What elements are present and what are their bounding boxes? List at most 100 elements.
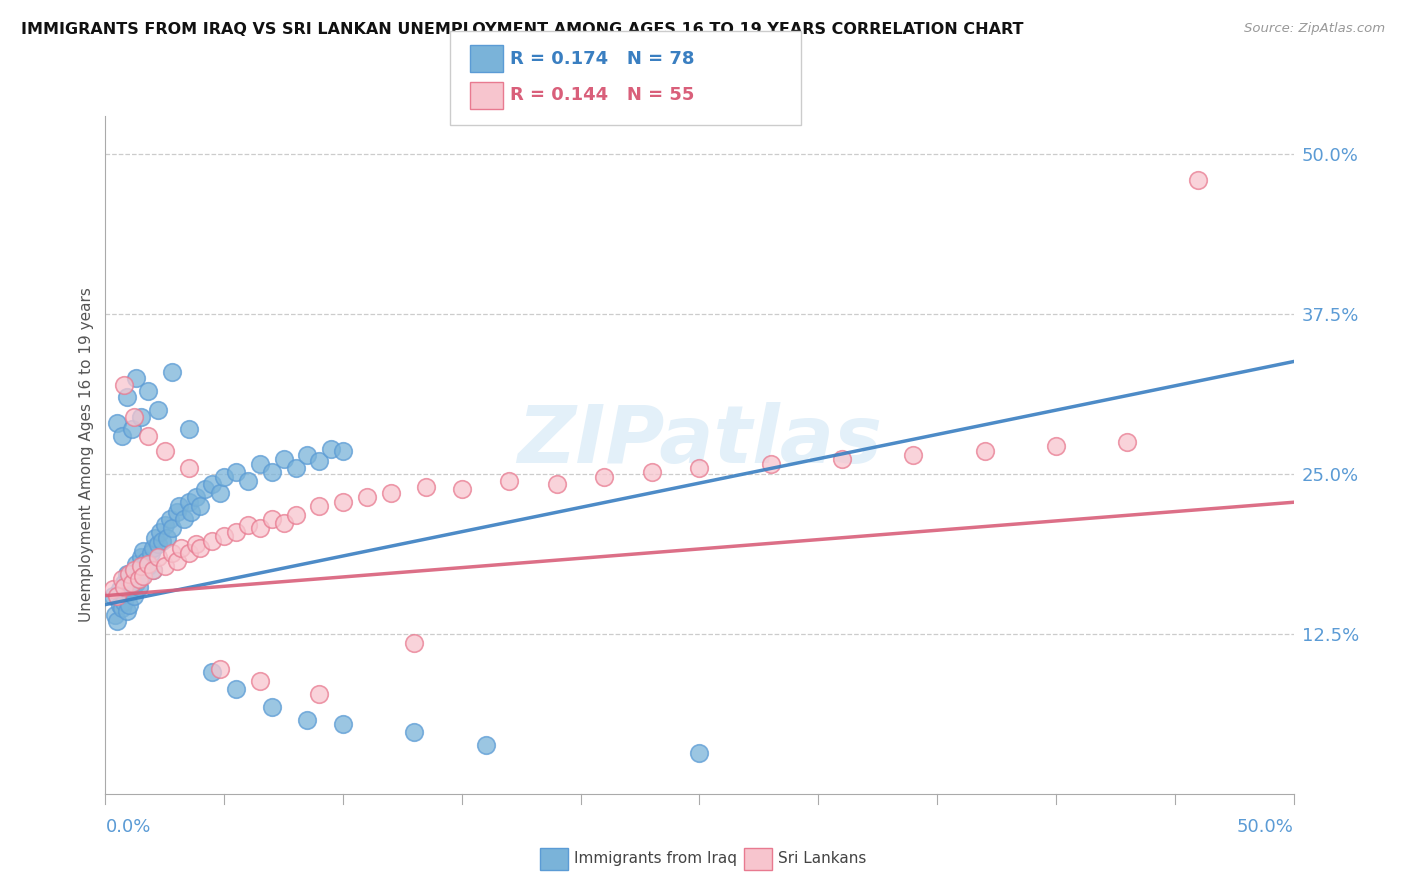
Point [153, 444, 176, 458]
Point [153, 518, 176, 533]
Point [450, 483, 472, 497]
Text: 0.0%: 0.0% [105, 818, 150, 836]
Point [321, 442, 343, 456]
Point [177, 460, 200, 475]
Point [166, 554, 188, 568]
Point [159, 512, 181, 526]
Point [332, 716, 354, 731]
Text: Immigrants from Iraq: Immigrants from Iraq [574, 851, 737, 865]
Text: Source: ZipAtlas.com: Source: ZipAtlas.com [1244, 22, 1385, 36]
Point [973, 444, 995, 458]
Point [125, 371, 148, 385]
Point [689, 746, 711, 760]
Point [170, 541, 193, 556]
Point [190, 499, 212, 513]
Point [593, 469, 616, 483]
Point [297, 713, 319, 727]
Point [260, 465, 283, 479]
Text: ZIPatlas: ZIPatlas [517, 402, 882, 481]
Point [177, 422, 200, 436]
Point [129, 550, 152, 565]
Point [111, 584, 134, 599]
Point [128, 580, 150, 594]
Point [225, 524, 247, 539]
Point [111, 428, 134, 442]
Point [641, 465, 664, 479]
Point [173, 512, 195, 526]
Point [105, 416, 128, 430]
Point [194, 483, 217, 497]
Point [146, 403, 169, 417]
Point [118, 584, 141, 599]
Point [114, 377, 136, 392]
Point [153, 559, 176, 574]
Point [101, 582, 124, 597]
Point [160, 546, 183, 560]
Point [132, 563, 155, 577]
Point [143, 531, 166, 545]
Point [114, 580, 136, 594]
Point [104, 607, 127, 622]
Point [108, 582, 131, 597]
Point [122, 563, 145, 577]
Point [129, 409, 152, 424]
Point [415, 480, 437, 494]
Point [139, 546, 162, 560]
Point [225, 465, 247, 479]
Point [546, 477, 568, 491]
Point [404, 725, 426, 739]
Point [380, 486, 402, 500]
Point [332, 495, 354, 509]
Point [156, 531, 179, 545]
Point [136, 559, 159, 574]
Point [136, 557, 159, 571]
Point [249, 457, 271, 471]
Point [121, 575, 143, 590]
Point [132, 544, 155, 558]
Point [177, 495, 200, 509]
Point [108, 598, 131, 612]
Point [132, 569, 155, 583]
Point [121, 566, 143, 581]
Point [284, 508, 307, 522]
Point [105, 589, 128, 603]
Point [167, 499, 190, 513]
Point [136, 384, 159, 398]
Point [356, 490, 378, 504]
Text: IMMIGRANTS FROM IRAQ VS SRI LANKAN UNEMPLOYMENT AMONG AGES 16 TO 19 YEARS CORREL: IMMIGRANTS FROM IRAQ VS SRI LANKAN UNEMP… [21, 22, 1024, 37]
Point [273, 451, 295, 466]
Point [201, 665, 224, 680]
Point [122, 569, 145, 583]
Text: R = 0.144   N = 55: R = 0.144 N = 55 [510, 87, 695, 104]
Point [249, 521, 271, 535]
Point [184, 490, 207, 504]
Point [260, 512, 283, 526]
Point [135, 554, 157, 568]
Point [225, 681, 247, 696]
Point [101, 589, 124, 603]
Point [149, 524, 172, 539]
Point [118, 566, 141, 581]
Point [201, 533, 224, 548]
Text: 50.0%: 50.0% [1237, 818, 1294, 836]
Point [308, 499, 330, 513]
Point [128, 563, 150, 577]
Point [142, 563, 165, 577]
Point [128, 572, 150, 586]
Point [146, 537, 169, 551]
Point [249, 674, 271, 689]
Point [177, 546, 200, 560]
Point [236, 518, 259, 533]
Point [129, 559, 152, 574]
Point [498, 474, 520, 488]
Point [1187, 173, 1209, 187]
Point [208, 486, 231, 500]
Point [160, 521, 183, 535]
Point [118, 572, 141, 586]
Y-axis label: Unemployment Among Ages 16 to 19 years: Unemployment Among Ages 16 to 19 years [79, 287, 94, 623]
Text: R = 0.174   N = 78: R = 0.174 N = 78 [510, 50, 695, 68]
Point [142, 541, 165, 556]
Point [160, 365, 183, 379]
Point [146, 550, 169, 565]
Point [831, 451, 853, 466]
